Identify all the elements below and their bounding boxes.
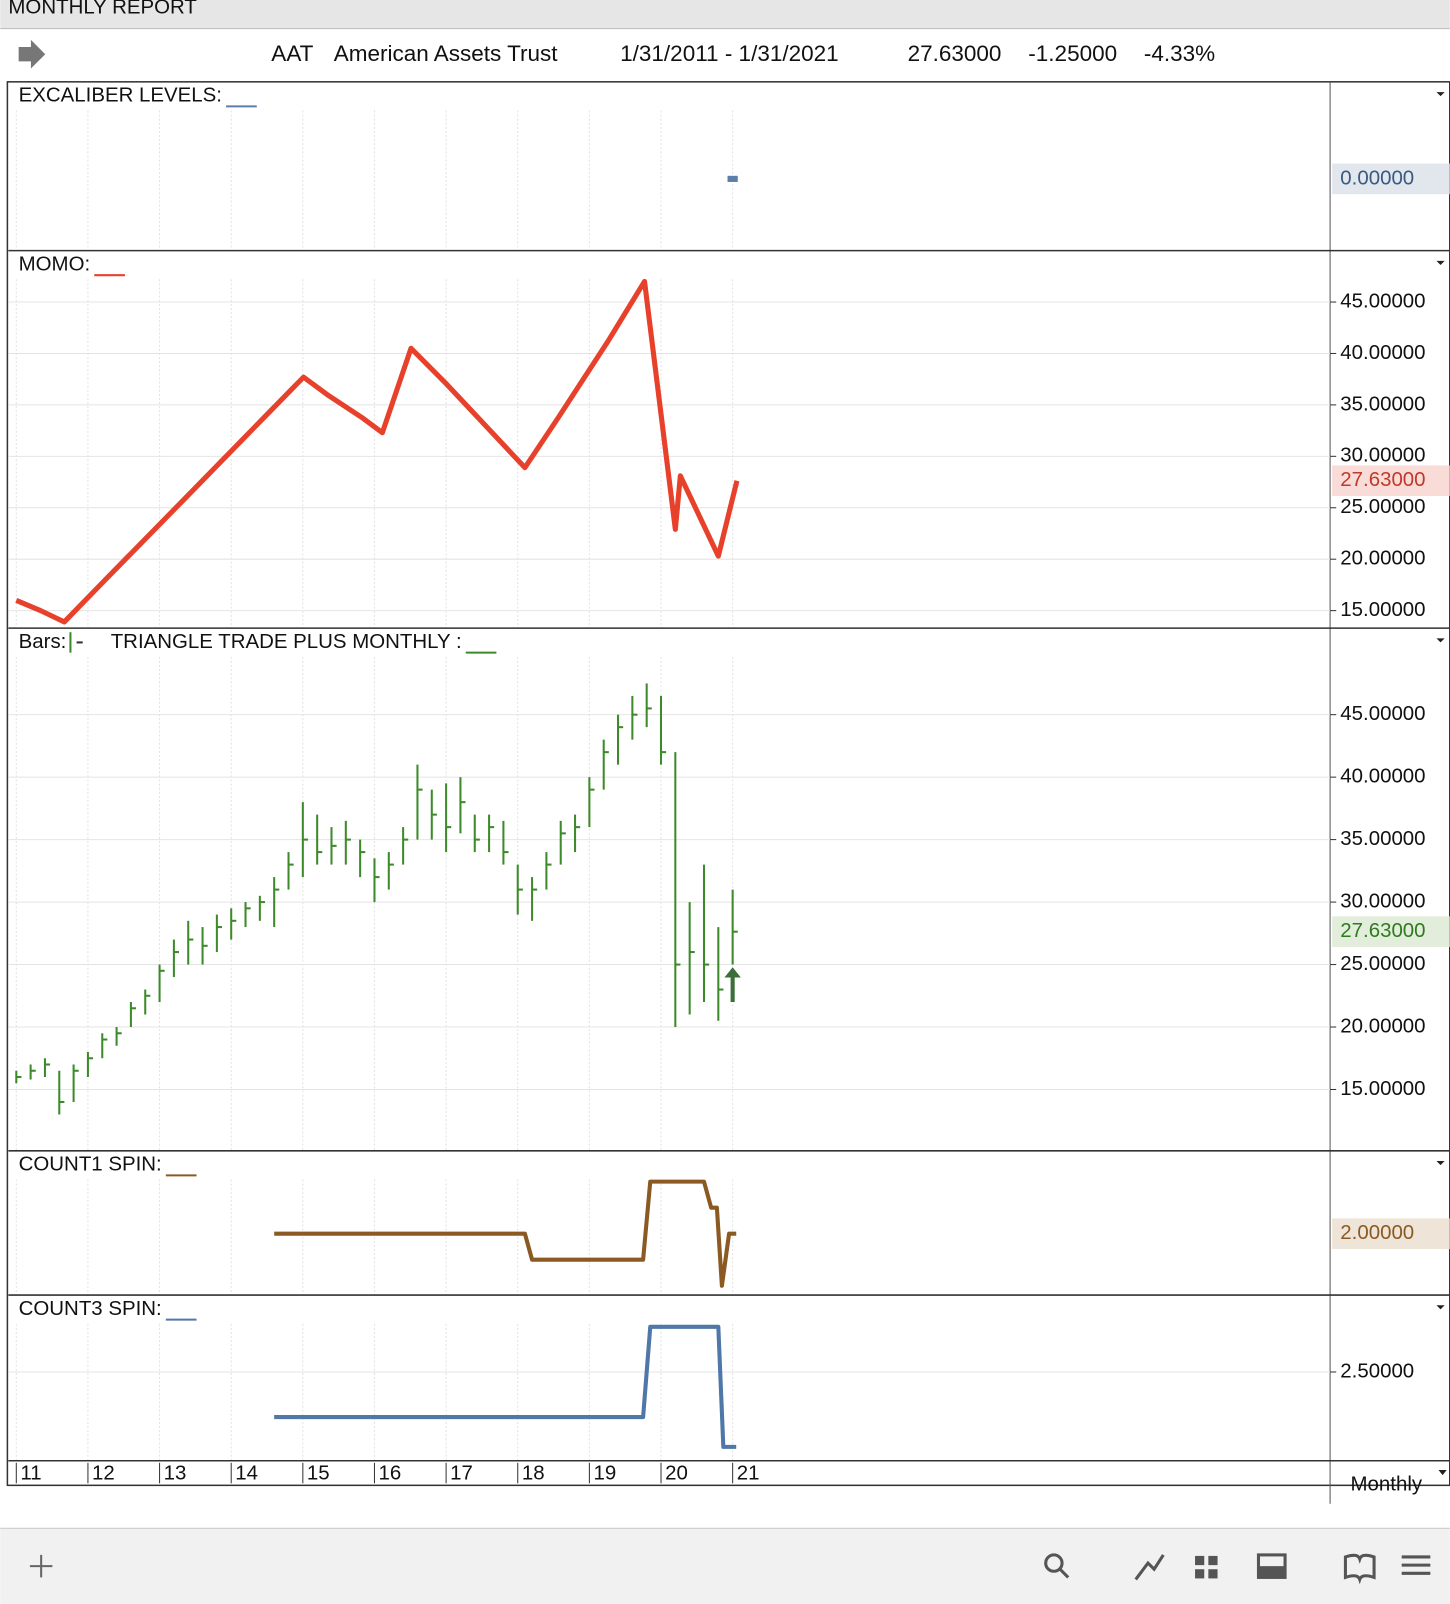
y-tick-label: 20.00000	[1340, 547, 1425, 570]
panel-title: EXCALIBER LEVELS:	[19, 84, 222, 107]
x-tick-label: 13	[164, 1461, 187, 1484]
line-series	[274, 1324, 737, 1449]
grid-cell	[1208, 1569, 1218, 1579]
change: -1.25000	[1028, 41, 1117, 66]
panel-title: TRIANGLE TRADE PLUS MONTHLY :	[111, 630, 462, 653]
panel-menu[interactable]	[1436, 1161, 1445, 1166]
x-tick-label: 15	[307, 1461, 330, 1484]
value-badge	[1332, 465, 1450, 497]
panel-fill	[1258, 1566, 1286, 1578]
bars-label: Bars:	[19, 630, 67, 653]
x-tick-label: 18	[522, 1461, 545, 1484]
line-series	[15, 278, 740, 625]
panel-menu[interactable]	[1436, 260, 1445, 265]
value-badge-label: 2.00000	[1340, 1221, 1414, 1244]
panel-title: COUNT3 SPIN:	[19, 1297, 162, 1320]
panel-menu[interactable]	[1436, 92, 1445, 97]
window-title: MONTHLY REPORT	[8, 0, 197, 19]
panel-title: MOMO:	[19, 252, 91, 275]
add-button[interactable]	[29, 1554, 53, 1578]
chart-button[interactable]	[1134, 1554, 1165, 1581]
line-series	[274, 1179, 737, 1288]
change-pct: -4.33%	[1144, 41, 1215, 66]
value-badge	[1332, 1218, 1450, 1250]
book-button[interactable]	[1343, 1553, 1376, 1585]
toolbar	[0, 1528, 1450, 1604]
x-tick-label: 21	[737, 1461, 760, 1484]
date-range: 1/31/2011 - 1/31/2021	[620, 41, 839, 66]
y-tick-label: 40.00000	[1340, 765, 1425, 788]
y-tick-label: 35.00000	[1340, 827, 1425, 850]
x-tick-label: 19	[593, 1461, 616, 1484]
value-badge-label: 27.63000	[1340, 919, 1425, 942]
grid-button[interactable]	[1195, 1555, 1205, 1566]
grid-cell	[1208, 1555, 1218, 1566]
chart-frame	[6, 81, 1450, 1487]
y-tick-label: 30.00000	[1340, 889, 1425, 912]
x-tick-label: 11	[20, 1461, 41, 1484]
panel-title: COUNT1 SPIN:	[19, 1153, 162, 1176]
search-button[interactable]	[1044, 1553, 1064, 1573]
x-tick-label: 20	[665, 1461, 688, 1484]
company-name: American Assets Trust	[334, 41, 559, 66]
y-tick-label: 35.00000	[1340, 392, 1425, 415]
value-badge-label: 27.63000	[1340, 468, 1425, 491]
last-price: 27.63000	[908, 41, 1002, 66]
y-tick-label: 20.00000	[1340, 1014, 1425, 1037]
period-selector[interactable]: Monthly	[1351, 1473, 1423, 1496]
y-tick-label: 45.00000	[1340, 702, 1425, 725]
y-tick-label: 40.00000	[1340, 341, 1425, 364]
signal-arrow	[724, 967, 741, 1003]
y-tick-label: 25.00000	[1340, 952, 1425, 975]
y-tick-label: 25.00000	[1340, 495, 1425, 518]
x-tick-label: 14	[235, 1461, 258, 1484]
y-tick-label: 15.00000	[1340, 1077, 1425, 1100]
value-badge-label: 0.00000	[1340, 166, 1414, 189]
symbol: AAT	[271, 41, 313, 66]
panel-menu[interactable]	[1436, 638, 1445, 643]
menu-button[interactable]	[1401, 1555, 1431, 1575]
level-mark	[727, 175, 738, 182]
grid-cell	[1195, 1569, 1205, 1579]
y-tick-label: 15.00000	[1340, 598, 1425, 621]
panels: 11 12 13 14 15 16 17 18 19 20 21 EXCALIBER LEVELS: 0…	[8, 84, 1450, 1484]
y-tick-label: 30.00000	[1340, 444, 1425, 467]
panel-menu[interactable]	[1436, 1305, 1445, 1310]
value-badge	[1332, 163, 1450, 195]
value-badge	[1332, 916, 1450, 948]
dropdown[interactable]	[1438, 1469, 1447, 1476]
x-tick-label: 17	[450, 1461, 473, 1484]
x-tick-label: 12	[92, 1461, 115, 1484]
arrow-icon[interactable]	[18, 39, 46, 69]
y-tick-label: 2.50000	[1340, 1359, 1414, 1382]
search-handle	[1058, 1568, 1070, 1579]
title-bar	[0, 0, 1450, 29]
y-tick-label: 45.00000	[1340, 289, 1425, 312]
x-tick-label: 16	[379, 1461, 402, 1484]
